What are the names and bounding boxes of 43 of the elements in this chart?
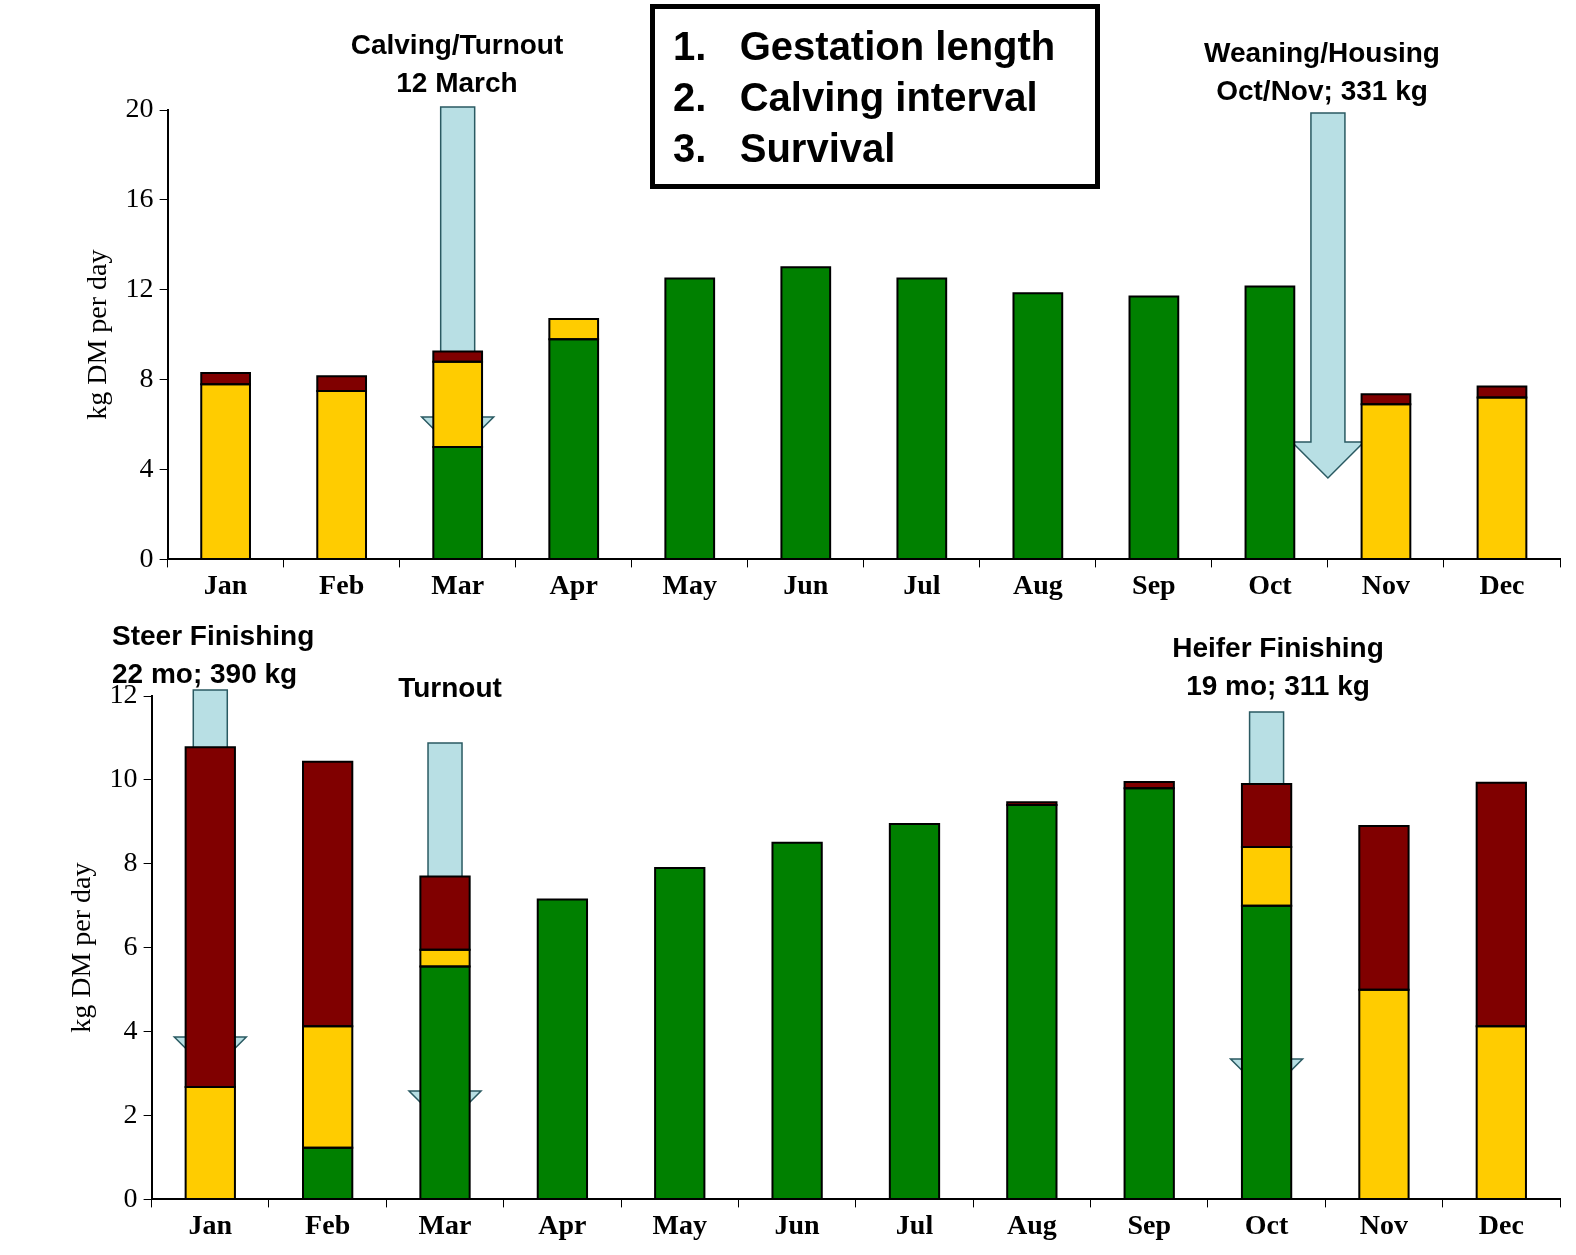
y-tick-label: 4	[139, 451, 154, 483]
x-tick-label: Sep	[1127, 1209, 1172, 1241]
x-tick-label: Jan	[203, 569, 248, 601]
x-tick-label: Jun	[783, 569, 829, 601]
x-tick-label: Jul	[903, 569, 941, 601]
y-tick-label: 0	[123, 1181, 138, 1213]
text: Calving/Turnout 12 March	[350, 28, 564, 100]
x-tick-label: Aug	[1006, 1209, 1057, 1241]
x-tick-label: Oct	[1244, 1209, 1290, 1241]
annotation: 1. Gestation length 2. Calving interval 3. Survival	[650, 4, 1101, 189]
x-tick-label: May	[652, 1209, 707, 1241]
x-tick-label: Jun	[774, 1209, 821, 1241]
text: Weaning/Housing Oct/Nov; 331 kg	[1204, 36, 1440, 108]
x-tick-label: Dec	[1478, 1209, 1524, 1241]
y-tick-label: 16	[125, 182, 154, 214]
y-tick-label: 12	[125, 272, 154, 304]
y-tick-label: 10	[109, 762, 138, 794]
x-tick-label: Feb	[319, 569, 365, 601]
x-tick-label: Apr	[549, 569, 598, 601]
x-tick-label: Nov	[1359, 1209, 1409, 1241]
y-tick-label: 2	[123, 1097, 138, 1129]
y-tick-label: 4	[123, 1013, 138, 1045]
y-tick-label: 6	[123, 930, 138, 962]
x-tick-label: Jan	[188, 1209, 233, 1241]
annotation: Heifer Finishing 19 mo; 311 kg	[1172, 631, 1384, 703]
x-tick-label: Oct	[1248, 569, 1293, 601]
x-tick-label: Sep	[1132, 569, 1176, 601]
x-tick-label: May	[662, 569, 717, 601]
y-tick-label: 8	[123, 846, 138, 878]
x-tick-label: Feb	[305, 1209, 351, 1241]
x-tick-label: Aug	[1012, 569, 1063, 601]
y-axis-title: kg DM per day	[81, 249, 113, 420]
x-tick-label: Nov	[1361, 569, 1411, 601]
y-tick-label: 8	[139, 362, 154, 393]
y-tick-label: 0	[139, 541, 154, 573]
y-tick-label: 20	[125, 92, 154, 124]
x-tick-label: Mar	[418, 1209, 472, 1241]
x-tick-label: Dec	[1479, 569, 1525, 601]
annotation: Turnout	[398, 671, 502, 705]
x-tick-label: Apr	[538, 1209, 587, 1241]
x-tick-label: Mar	[431, 569, 485, 601]
x-tick-label: Jul	[895, 1209, 934, 1241]
y-axis-title: kg DM per day	[65, 862, 97, 1033]
